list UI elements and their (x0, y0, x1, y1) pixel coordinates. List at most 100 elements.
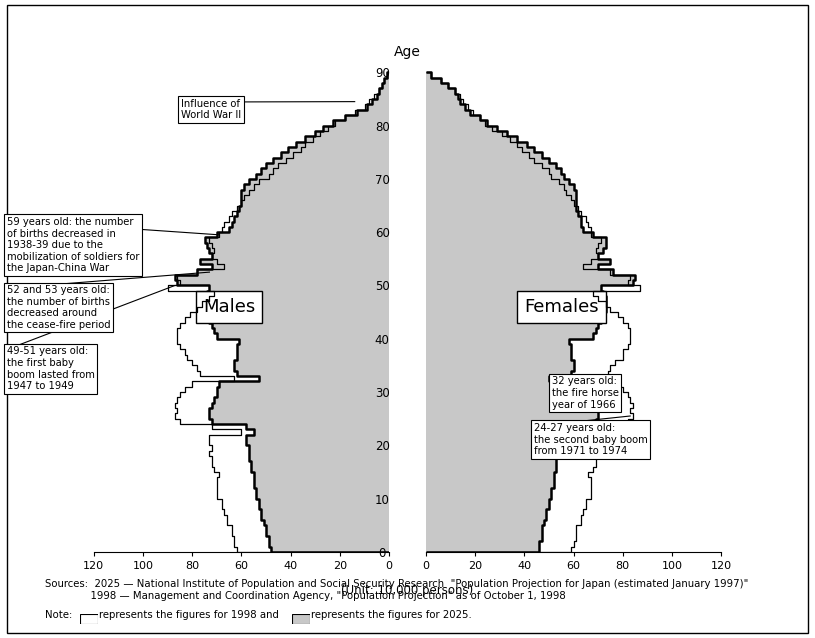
Bar (268, 541, 390, 547)
Bar (425, 419, 596, 424)
Bar (214, 397, 390, 403)
Bar (234, 216, 390, 221)
Bar (425, 547, 539, 552)
Bar (246, 434, 390, 440)
Bar (200, 259, 390, 264)
Bar (205, 296, 390, 301)
Bar (425, 376, 549, 382)
Bar (425, 498, 549, 504)
Bar (222, 227, 229, 232)
Bar (562, 440, 598, 445)
Bar (425, 541, 539, 547)
Bar (256, 174, 390, 179)
Bar (425, 211, 579, 216)
Bar (258, 498, 390, 504)
Bar (239, 205, 390, 211)
Bar (253, 472, 390, 477)
Bar (425, 445, 559, 450)
Bar (425, 318, 601, 323)
Bar (425, 200, 576, 205)
Bar (425, 440, 562, 445)
Bar (236, 211, 390, 216)
Bar (197, 366, 234, 371)
Bar (249, 456, 390, 461)
Text: 24-27 years old:
the second baby boom
from 1971 to 1974: 24-27 years old: the second baby boom fr… (534, 423, 648, 456)
Bar (425, 280, 632, 285)
Bar (289, 147, 390, 152)
Bar (345, 115, 390, 121)
Bar (205, 307, 390, 312)
Bar (175, 275, 390, 280)
Bar (187, 355, 236, 360)
Bar (554, 429, 566, 434)
Bar (425, 323, 598, 328)
Bar (425, 515, 547, 520)
Bar (200, 371, 236, 376)
Bar (249, 445, 390, 450)
Bar (425, 450, 559, 456)
Bar (180, 344, 236, 350)
Text: 59 years old: the number
of births decreased in
1938-39 due to the
mobilization : 59 years old: the number of births decre… (7, 217, 139, 273)
Bar (180, 392, 217, 397)
Bar (425, 158, 549, 163)
Bar (425, 429, 554, 434)
Bar (569, 339, 630, 344)
Bar (239, 339, 390, 344)
Bar (212, 445, 249, 450)
Bar (425, 328, 596, 334)
Bar (234, 360, 390, 366)
Bar (315, 131, 390, 137)
Bar (425, 536, 541, 541)
Bar (231, 525, 266, 531)
Bar (571, 350, 623, 355)
Bar (557, 466, 593, 472)
Bar (425, 366, 574, 371)
Bar (574, 366, 610, 371)
Bar (425, 205, 576, 211)
Bar (258, 376, 390, 382)
Text: Influence of
World War II: Influence of World War II (181, 99, 241, 121)
Bar (197, 269, 390, 275)
Bar (425, 301, 606, 307)
Bar (249, 450, 390, 456)
Bar (425, 291, 603, 296)
Bar (258, 504, 390, 509)
Bar (425, 312, 603, 318)
Bar (249, 179, 390, 184)
Bar (241, 195, 390, 200)
Bar (539, 547, 571, 552)
Bar (355, 110, 357, 115)
Bar (209, 248, 390, 253)
Bar (231, 211, 236, 216)
Bar (539, 541, 574, 547)
Bar (379, 88, 390, 94)
Bar (217, 488, 256, 493)
Bar (425, 72, 431, 78)
Bar (224, 221, 231, 227)
Bar (557, 456, 596, 461)
Text: (Unit: 10,000 persons): (Unit: 10,000 persons) (341, 584, 474, 597)
Bar (178, 397, 214, 403)
Bar (425, 110, 470, 115)
Bar (244, 184, 390, 189)
Bar (246, 440, 390, 445)
Bar (212, 403, 390, 408)
Bar (236, 344, 390, 350)
Bar (425, 216, 581, 221)
Bar (425, 152, 541, 158)
Bar (296, 142, 390, 147)
Bar (425, 227, 584, 232)
Bar (425, 248, 603, 253)
Bar (180, 419, 212, 424)
Bar (217, 482, 253, 488)
Bar (425, 195, 576, 200)
Bar (425, 466, 557, 472)
Bar (596, 403, 632, 408)
Bar (425, 168, 562, 174)
Bar (268, 536, 390, 541)
Bar (384, 78, 390, 83)
Bar (219, 472, 253, 477)
Bar (425, 403, 596, 408)
Bar (209, 450, 249, 456)
Text: represents the figures for 1998 and: represents the figures for 1998 and (99, 610, 280, 620)
